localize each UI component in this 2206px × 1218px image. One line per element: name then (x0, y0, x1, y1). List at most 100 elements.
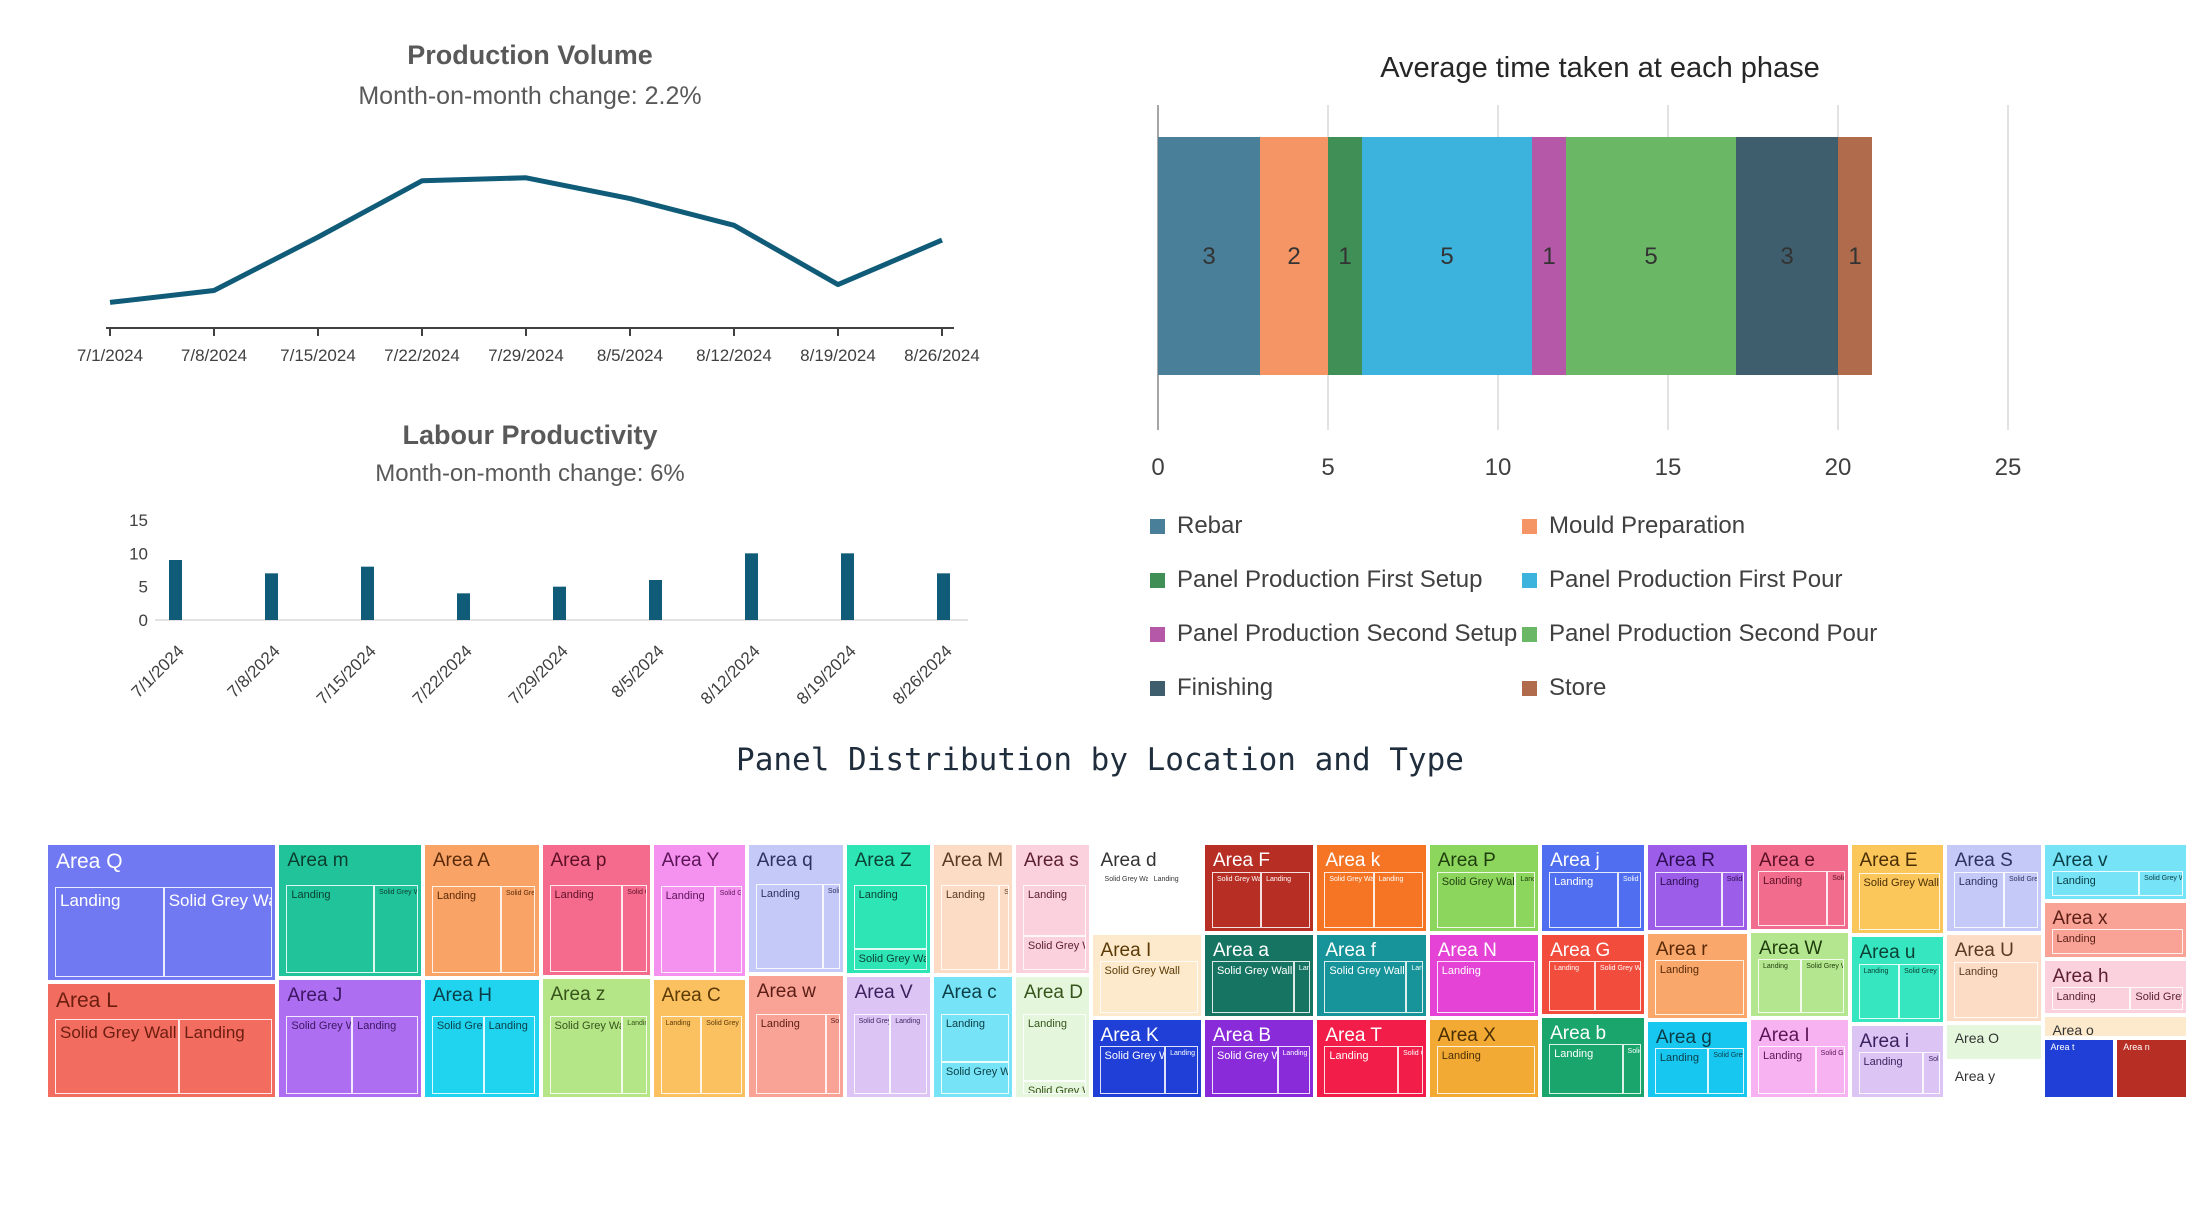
sub-block-label: Solid Grey Wall (1403, 1049, 1422, 1057)
tile-name: Area c (941, 982, 997, 1004)
x-tick-label: 7/15/2024 (280, 346, 356, 365)
tile-sub-block: Landing (1758, 871, 1828, 926)
sub-block-label: Landing (184, 1023, 245, 1043)
tile-name: Area A (432, 850, 490, 871)
tile-sub-block: Landing (1953, 961, 2038, 1018)
phase-data-label: 5 (1440, 243, 1453, 270)
treemap-tile: Area k Solid Grey Wall Landing (1315, 843, 1428, 934)
tile-sub-block: Solid Grey Wall (1708, 1048, 1744, 1094)
phase-segment (1158, 137, 1260, 375)
tile-name: Area v (2052, 850, 2108, 871)
legend-item: Panel Production Second Setup (1150, 620, 1517, 648)
tile-name: Area V (854, 981, 913, 1003)
tile-sub-block: Solid Grey Wall (286, 1016, 353, 1094)
sub-block-label: Landing (627, 1019, 645, 1027)
x-tick-label: 0 (1151, 454, 1164, 481)
tile-sub-block: Landing (622, 1015, 647, 1094)
tile-sub-block: Landing (1165, 1045, 1198, 1094)
treemap-tile: Area z Solid Grey Wall Landing (540, 977, 652, 1099)
sub-block-label: Landing (1441, 965, 1481, 978)
tile-name: Area P (1437, 850, 1496, 871)
phase-segment (1838, 137, 1872, 375)
sub-block-label: Landing (1554, 964, 1580, 972)
sub-block-label: Landing (554, 889, 594, 902)
sub-block-label: Landing (1659, 875, 1700, 888)
treemap-tile: Area E Solid Grey Wall (1849, 843, 1945, 936)
tile-sub-block: Solid Grey Wall (2004, 871, 2038, 928)
sub-block-label: Landing (1520, 876, 1534, 884)
tile-name: Area g (1655, 1027, 1712, 1049)
tile-sub-block: Landing (755, 884, 823, 970)
tile-sub-block: Solid Grey Wall (1617, 871, 1641, 928)
tile-sub-block: Landing (55, 886, 164, 977)
tile-name: Area M (941, 850, 1004, 871)
tile-sub-block: Landing (890, 1014, 927, 1094)
tile-sub-block: Landing (660, 885, 715, 974)
tile-name: Area F (1212, 850, 1270, 871)
legend-label: Rebar (1177, 512, 1243, 539)
x-tick-label: 8/5/2024 (597, 346, 663, 365)
sub-block-label: Solid Grey Wall (858, 1018, 891, 1026)
sub-block-label: Landing (760, 888, 800, 901)
tile-name: Area I (1100, 940, 1152, 962)
tile-name: Area Y (661, 850, 720, 871)
tile-sub-block: Landing (1549, 871, 1618, 928)
phase-time-chart: 0 5 10 15 20 253 2 1 5 1 5 3 1 (1151, 105, 2021, 481)
sub-block-label: Solid Grey Wall (1027, 1084, 1085, 1094)
tile-sub-block: Solid Grey Wall (1099, 961, 1198, 1013)
tile-sub-block: Solid Grey Wall (1594, 960, 1641, 1011)
labour-productivity-title: Labour Productivity (402, 420, 658, 450)
treemap-tile: Area I Landing Solid Grey Wall (1749, 1018, 1850, 1099)
y-tick-label: 10 (129, 544, 148, 563)
sub-block-label: Solid Grey Wall (1806, 962, 1843, 970)
sub-block-label: Solid Grey Wall (830, 1017, 840, 1025)
tile-name: Area d (1100, 850, 1157, 871)
tile-name: Area C (661, 985, 721, 1007)
tile-name: Area B (1212, 1024, 1272, 1046)
tile-sub-block: Landing (1293, 961, 1311, 1013)
sub-block-label: Landing (357, 1020, 397, 1033)
legend-swatch (1522, 518, 1537, 534)
phase-segment (1362, 137, 1532, 375)
sub-block-label: Landing (1170, 1049, 1196, 1057)
tile-sub-block: Solid Grey Wall (1398, 1045, 1423, 1094)
sub-block-label: Landing (665, 1020, 691, 1028)
tile-sub-block: Landing (352, 1016, 418, 1094)
sub-block-label: Solid Grey Wall (1104, 876, 1149, 884)
tile-name: Area X (1437, 1024, 1496, 1046)
x-tick-label: 8/26/2024 (889, 641, 956, 708)
treemap-tile: Area f Solid Grey Wall Landing (1315, 933, 1428, 1018)
sub-block-label: Landing (1863, 968, 1889, 976)
sub-block-label: Landing (436, 889, 476, 902)
sub-block-label: Solid Grey Wall (1832, 875, 1844, 883)
tile-sub-block: Landing (1436, 1045, 1536, 1094)
phase-data-label: 5 (1644, 243, 1657, 270)
tile-sub-block: Solid Grey Wall (1324, 961, 1407, 1013)
sub-block-label: Solid Grey Wall (2144, 875, 2182, 882)
tile-name: Area x (2052, 908, 2108, 930)
x-tick-label: 8/26/2024 (904, 346, 980, 365)
tile-sub-block: Landing (1654, 1048, 1709, 1094)
tile-sub-block: Landing (179, 1019, 273, 1094)
tile-sub-block: Solid Grey Wall (163, 886, 273, 977)
treemap-tile: Area n (2115, 1038, 2188, 1099)
treemap-tile: Area a Solid Grey Wall Landing (1202, 933, 1316, 1018)
tile-sub-block: Solid Grey Wall (853, 1014, 891, 1094)
tile-sub-block: Solid Grey Wall (1211, 872, 1262, 929)
tile-sub-block: Landing (1758, 1046, 1816, 1094)
legend-label: Store (1549, 674, 1607, 701)
tile-name: Area j (1550, 850, 1600, 871)
y-tick-label: 0 (139, 611, 148, 630)
tile-name: Area Q (56, 850, 123, 873)
sub-block-label: Solid Grey Wall (719, 889, 741, 897)
x-tick-label: 7/8/2024 (181, 346, 247, 365)
sub-block-label: Landing (1329, 1049, 1369, 1062)
tile-sub-block: Landing (1654, 871, 1722, 927)
legend-swatch (1150, 518, 1165, 534)
sub-block-label: Landing (2056, 875, 2096, 887)
tile-name: Area m (287, 850, 349, 871)
tile-name: Area e (1759, 850, 1815, 871)
productivity-bar (649, 580, 662, 620)
tile-sub-block: Landing (1022, 1014, 1086, 1081)
sub-block-label: Landing (1763, 1050, 1803, 1063)
